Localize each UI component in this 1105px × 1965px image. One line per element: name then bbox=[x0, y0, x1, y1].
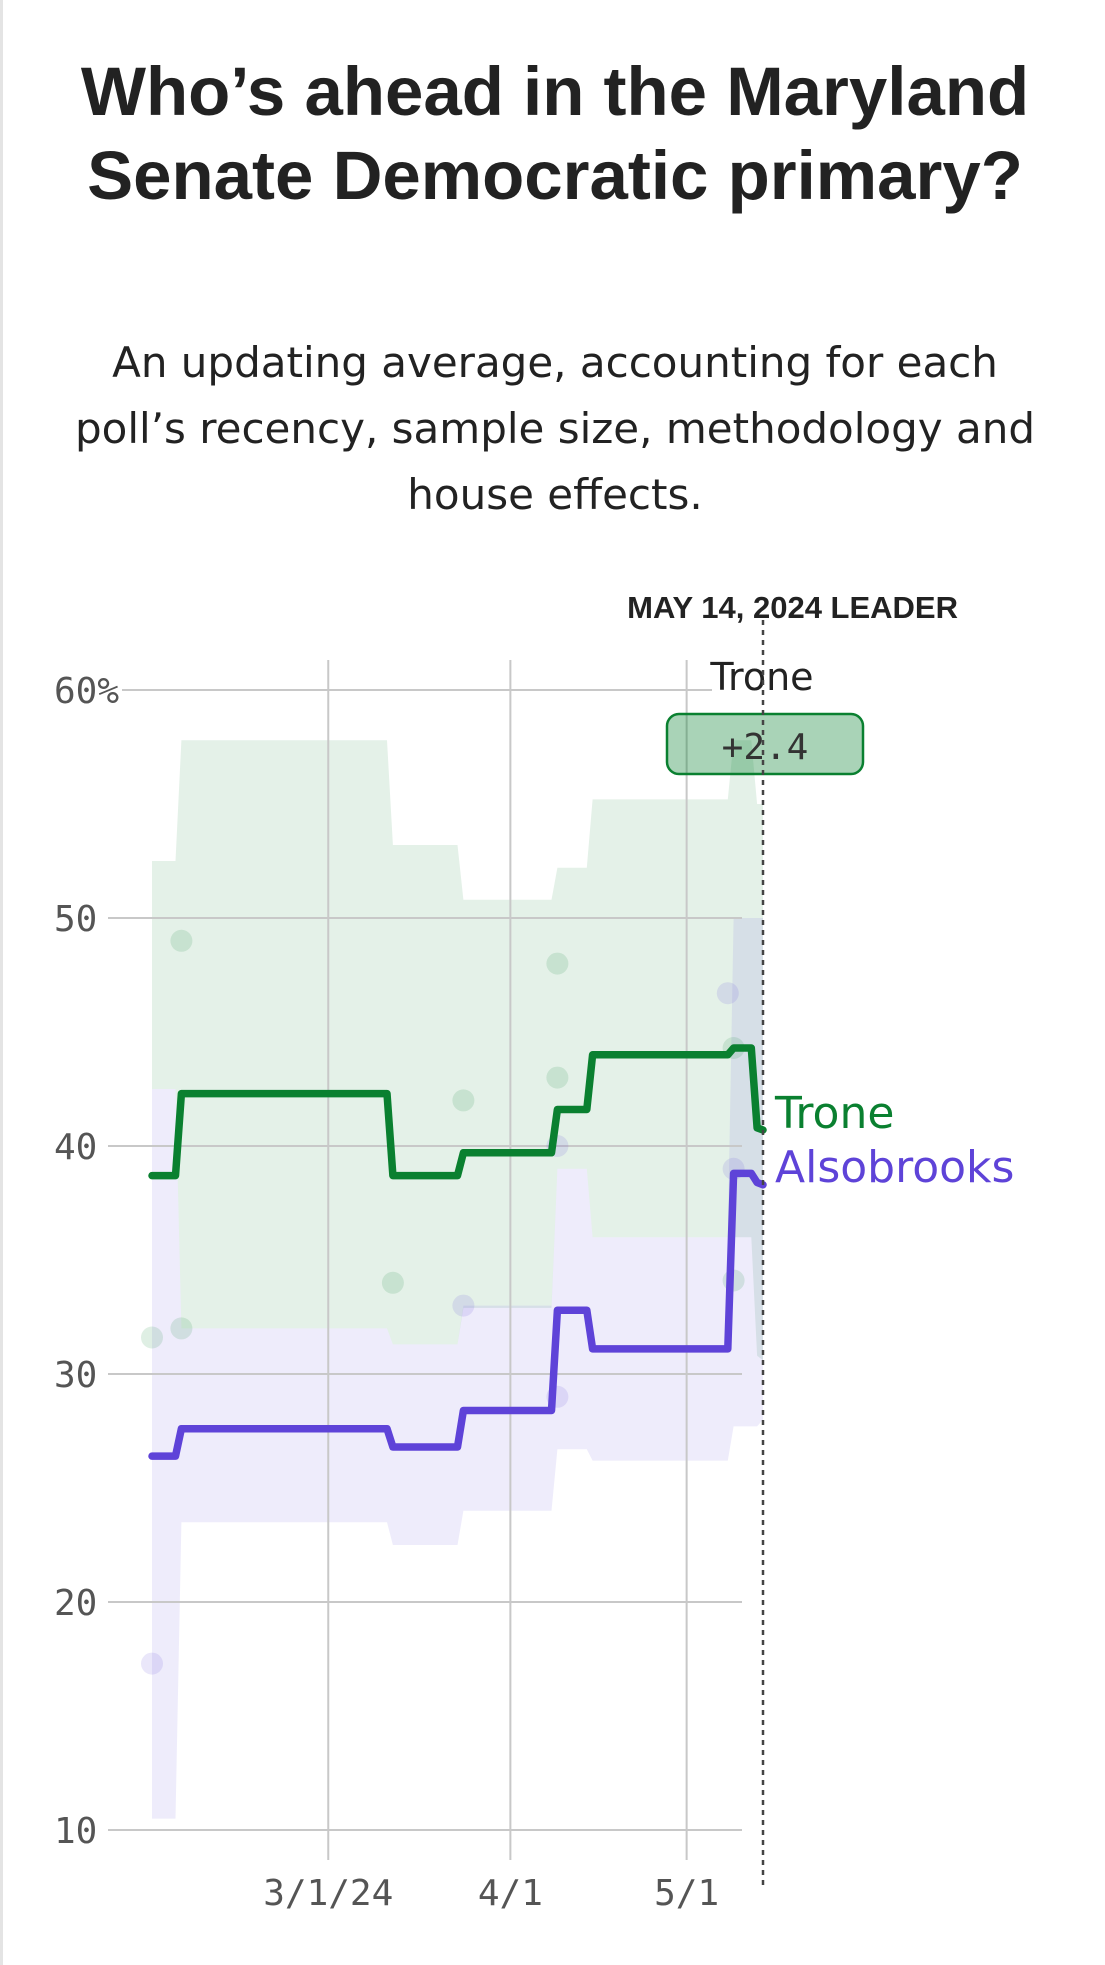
poll-dot-trone bbox=[170, 929, 193, 952]
leader-annotation: MAY 14, 2024 LEADER Trone +2.4 bbox=[627, 590, 958, 776]
line-trone bbox=[148, 1044, 767, 1180]
line-alsobrooks bbox=[148, 1169, 767, 1460]
poll-dot-trone bbox=[141, 1326, 163, 1349]
band-alsobrooks bbox=[152, 918, 763, 1819]
leader-margin-value: +2.4 bbox=[722, 727, 809, 768]
poll-dot-alsobrooks bbox=[452, 1294, 475, 1317]
y-tick-label: 20 bbox=[54, 1583, 97, 1624]
y-tick-label: 10 bbox=[54, 1811, 97, 1852]
chart-title: Who’s ahead in the Maryland Senate Democ… bbox=[80, 53, 1030, 214]
left-edge-line bbox=[0, 0, 3, 1965]
poll-dot-alsobrooks bbox=[716, 982, 739, 1005]
chart-subtitle: An updating average, accounting for each… bbox=[75, 338, 1035, 519]
x-tick-label: 5/1 bbox=[654, 1873, 719, 1914]
y-tick-label: 30 bbox=[54, 1355, 97, 1396]
y-axis-ticks: 10 20 30 40 50 60% bbox=[54, 671, 119, 1852]
gridlines bbox=[108, 660, 742, 1860]
x-tick-label: 4/1 bbox=[478, 1873, 543, 1914]
poll-dot-trone bbox=[452, 1089, 475, 1112]
series-label-alsobrooks: Alsobrooks bbox=[775, 1142, 1014, 1193]
leader-heading: MAY 14, 2024 LEADER bbox=[627, 590, 958, 625]
band-trone bbox=[152, 740, 763, 1361]
x-tick-label: 3/1/24 bbox=[263, 1873, 393, 1914]
polling-average-chart: 10 20 30 40 50 60% 3/1/24 4/1 5/1 MAY 14, 2024 … bbox=[54, 590, 1014, 1914]
poll-dot-trone bbox=[170, 1317, 193, 1340]
average-lines bbox=[148, 1044, 767, 1460]
series-label-trone: Trone bbox=[774, 1088, 894, 1139]
poll-dot-trone bbox=[381, 1271, 404, 1294]
y-tick-label: 60% bbox=[54, 671, 119, 712]
y-tick-label: 50 bbox=[54, 899, 97, 940]
poll-dot-trone bbox=[546, 1066, 569, 1089]
x-axis-ticks: 3/1/24 4/1 5/1 bbox=[263, 1873, 719, 1914]
poll-dot-trone bbox=[546, 952, 569, 975]
uncertainty-bands bbox=[152, 740, 763, 1819]
leader-name: Trone bbox=[709, 655, 813, 699]
poll-dot-alsobrooks bbox=[141, 1652, 163, 1675]
poll-dots bbox=[141, 929, 745, 1675]
y-tick-label: 40 bbox=[54, 1127, 97, 1168]
leader-margin-badge bbox=[665, 712, 865, 776]
